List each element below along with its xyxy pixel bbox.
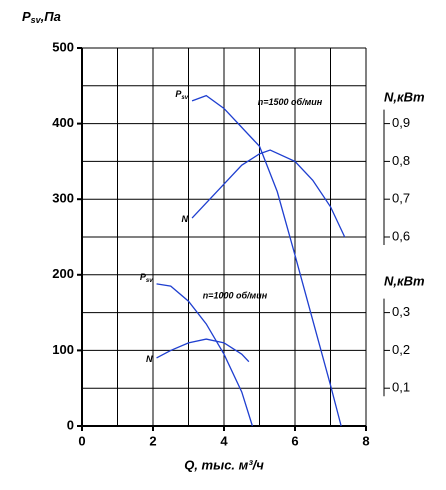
series-name-sub: sv: [146, 277, 153, 283]
y-tick-label: 300: [52, 191, 74, 206]
y-label-unit: ,Па: [40, 9, 61, 24]
y-tick-label: 200: [52, 266, 74, 281]
right-tick-label: 0,9: [392, 115, 410, 130]
series-label: Psv: [140, 272, 153, 283]
line-series: [191, 149, 346, 238]
annotation: n=1000 об/мин: [203, 290, 268, 300]
line-series: [156, 338, 250, 363]
right-tick-label: 0,3: [392, 304, 410, 319]
right-tick-label: 0,8: [392, 153, 410, 168]
y-label-sub: sv: [31, 15, 42, 25]
y-tick-label: 0: [67, 417, 74, 432]
x-tick-label: 4: [220, 433, 228, 448]
series-name: P: [175, 89, 182, 99]
x-tick-label: 6: [291, 433, 298, 448]
series-name-sub: sv: [181, 94, 188, 100]
series-name: N: [182, 214, 189, 224]
y-label-main: P: [22, 9, 31, 24]
x-tick-label: 8: [362, 433, 369, 448]
x-tick-label: 0: [78, 433, 85, 448]
right-tick-label: 0,1: [392, 380, 410, 395]
right-tick-label: 0,7: [392, 191, 410, 206]
y-tick-label: 400: [52, 115, 74, 130]
y-axis-label: Psv,Па: [22, 9, 61, 25]
series-label: N: [182, 214, 189, 224]
right-tick-label: 0,6: [392, 228, 410, 243]
right-tick-label: 0,2: [392, 342, 410, 357]
series-label: Psv: [175, 89, 188, 100]
y3-axis-label: N,кВт: [384, 273, 425, 288]
series-name: N: [146, 354, 153, 364]
y-tick-label: 500: [52, 39, 74, 54]
line-series: [191, 94, 342, 427]
x-tick-label: 2: [149, 433, 156, 448]
series-name: P: [140, 272, 147, 282]
line-series: [156, 283, 254, 427]
y-tick-label: 100: [52, 342, 74, 357]
y2-axis-label: N,кВт: [384, 89, 425, 104]
annotation: n=1500 об/мин: [258, 97, 323, 107]
series-label: N: [146, 354, 153, 364]
x-axis-label: Q, тыс. м³/ч: [184, 457, 264, 472]
